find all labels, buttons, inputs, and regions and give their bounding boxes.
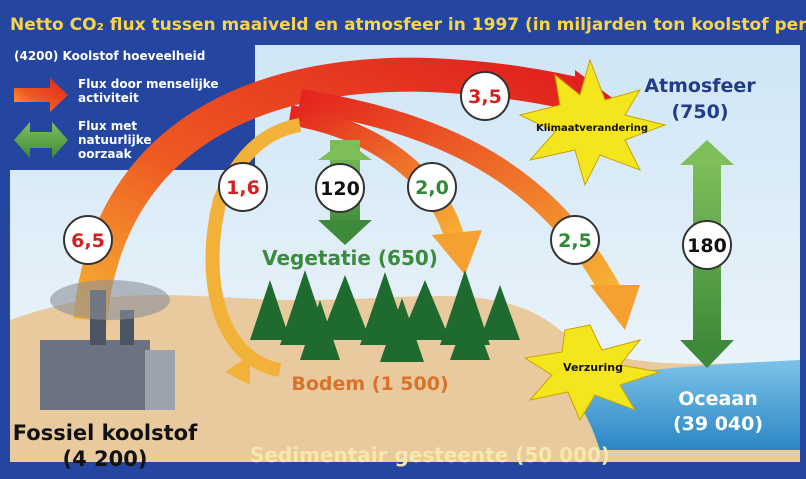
- event-label: Verzuring: [563, 361, 623, 374]
- legend-label: activiteit: [78, 91, 139, 105]
- diagram: Netto CO₂ flux tussen maaiveld en atmosf…: [0, 0, 806, 479]
- reservoir-label: Oceaan: [678, 388, 757, 410]
- flux-label: 6,5: [71, 230, 105, 252]
- legend-label: Flux door menselijke: [78, 77, 219, 91]
- reservoir-label: Vegetatie (650): [262, 246, 438, 270]
- flux-label: 180: [687, 235, 727, 257]
- legend-label: Flux met: [78, 119, 137, 133]
- event-label: Klimaatverandering: [536, 123, 648, 134]
- flux-label: 2,0: [415, 177, 449, 199]
- legend-label: (4200) Koolstof hoeveelheid: [14, 49, 205, 63]
- reservoir-label: Sedimentair gesteente (50 000): [250, 443, 610, 467]
- flux-label: 120: [320, 178, 360, 200]
- title: Netto CO₂ flux tussen maaiveld en atmosf…: [10, 15, 806, 35]
- reservoir-label: (750): [671, 101, 728, 123]
- reservoir-label: (4 200): [63, 447, 148, 471]
- reservoir-label: (39 040): [673, 413, 763, 435]
- legend-label: natuurlijke: [78, 133, 152, 147]
- flux-label: 2,5: [558, 230, 592, 252]
- legend-label: oorzaak: [78, 147, 133, 161]
- flux-label: 1,6: [226, 177, 260, 199]
- reservoir-label: Bodem (1 500): [291, 373, 448, 395]
- reservoir-label: Atmosfeer: [644, 75, 756, 97]
- reservoir-label: Fossiel koolstof: [13, 421, 198, 445]
- flux-label: 3,5: [468, 86, 502, 108]
